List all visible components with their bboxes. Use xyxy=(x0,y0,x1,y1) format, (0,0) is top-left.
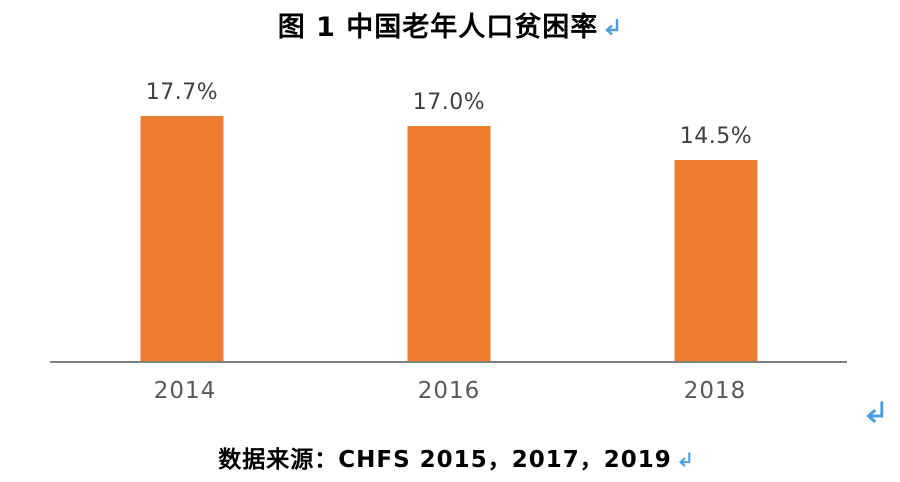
paragraph-return-icon xyxy=(860,396,889,432)
data-label-2014: 17.7% xyxy=(145,80,219,105)
bar-group-2014: 17.7% xyxy=(140,80,224,361)
x-tick-2018: 2018 xyxy=(683,378,747,404)
chart-title: 图 1 中国老年人口贫困率 xyxy=(0,5,900,46)
data-source-note: 数据来源：CHFS 2015，2017，2019 xyxy=(6,440,900,476)
bar-2014 xyxy=(140,116,224,361)
bar-2016 xyxy=(407,125,491,361)
data-label-2018: 14.5% xyxy=(679,124,753,150)
bar-group-2016: 17.0% xyxy=(407,89,491,361)
x-tick-2014: 2014 xyxy=(153,378,217,404)
paragraph-return-icon xyxy=(675,449,694,476)
paragraph-return-icon xyxy=(601,15,622,46)
bar-2018 xyxy=(674,160,758,361)
x-tick-2016: 2016 xyxy=(417,378,481,404)
x-axis-line xyxy=(50,361,847,363)
data-source-text: 数据来源：CHFS 2015，2017，2019 xyxy=(218,447,672,473)
chart-title-text: 图 1 中国老年人口贫困率 xyxy=(277,12,599,43)
bar-group-2018: 14.5% xyxy=(674,124,758,361)
data-label-2016: 17.0% xyxy=(412,89,486,115)
